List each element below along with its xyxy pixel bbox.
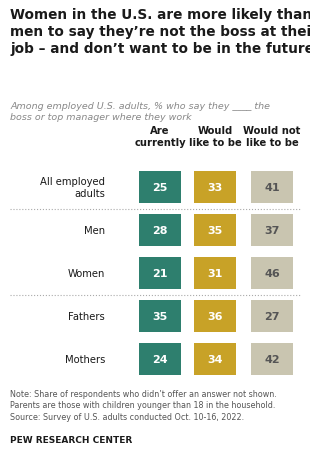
Text: 25: 25	[152, 182, 168, 192]
FancyBboxPatch shape	[194, 214, 236, 247]
Text: 37: 37	[264, 226, 280, 236]
Text: 46: 46	[264, 268, 280, 278]
FancyBboxPatch shape	[251, 343, 293, 375]
Text: Women: Women	[68, 268, 105, 278]
Text: Would not
like to be: Would not like to be	[243, 126, 301, 148]
Text: Men: Men	[84, 226, 105, 236]
Text: 21: 21	[152, 268, 168, 278]
Text: 35: 35	[153, 311, 168, 321]
FancyBboxPatch shape	[251, 214, 293, 247]
Text: Would
like to be: Would like to be	[188, 126, 241, 148]
FancyBboxPatch shape	[139, 172, 181, 203]
Text: Are
currently: Are currently	[134, 126, 186, 148]
Text: Mothers: Mothers	[64, 354, 105, 364]
FancyBboxPatch shape	[139, 300, 181, 332]
Text: Among employed U.S. adults, % who say they ____ the
boss or top manager where th: Among employed U.S. adults, % who say th…	[10, 102, 270, 122]
FancyBboxPatch shape	[251, 172, 293, 203]
FancyBboxPatch shape	[194, 172, 236, 203]
Text: 27: 27	[264, 311, 280, 321]
Text: All employed
adults: All employed adults	[40, 177, 105, 198]
FancyBboxPatch shape	[194, 258, 236, 289]
FancyBboxPatch shape	[251, 258, 293, 289]
Text: 28: 28	[152, 226, 168, 236]
FancyBboxPatch shape	[139, 258, 181, 289]
Text: 36: 36	[207, 311, 223, 321]
Text: 42: 42	[264, 354, 280, 364]
Text: 31: 31	[207, 268, 223, 278]
FancyBboxPatch shape	[139, 214, 181, 247]
FancyBboxPatch shape	[194, 343, 236, 375]
Text: 41: 41	[264, 182, 280, 192]
Text: 34: 34	[207, 354, 223, 364]
Text: 24: 24	[152, 354, 168, 364]
FancyBboxPatch shape	[194, 300, 236, 332]
FancyBboxPatch shape	[251, 300, 293, 332]
Text: Fathers: Fathers	[68, 311, 105, 321]
Text: 33: 33	[207, 182, 223, 192]
FancyBboxPatch shape	[139, 343, 181, 375]
Text: PEW RESEARCH CENTER: PEW RESEARCH CENTER	[10, 435, 132, 444]
Text: Note: Share of respondents who didn’t offer an answer not shown.
Parents are tho: Note: Share of respondents who didn’t of…	[10, 389, 277, 421]
Text: Women in the U.S. are more likely than
men to say they’re not the boss at their
: Women in the U.S. are more likely than m…	[10, 8, 310, 56]
Text: 35: 35	[207, 226, 223, 236]
